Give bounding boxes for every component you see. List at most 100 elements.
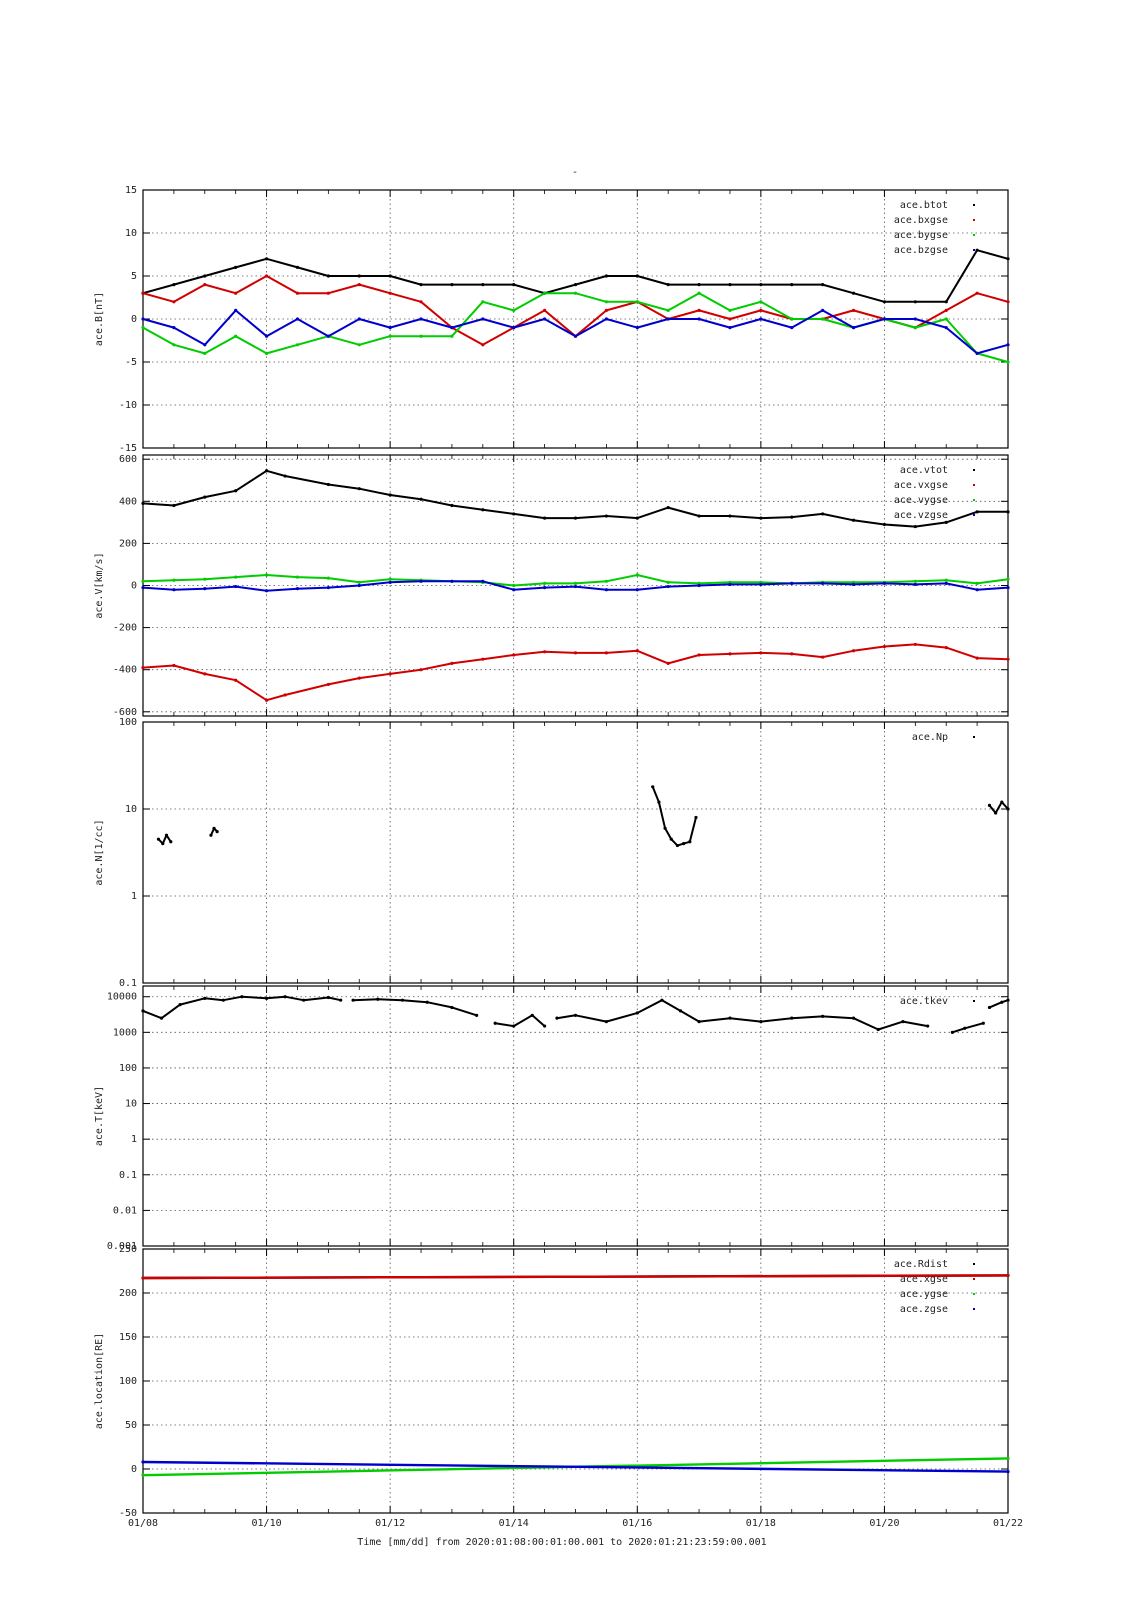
data-point bbox=[543, 291, 547, 295]
data-point bbox=[1006, 807, 1010, 811]
y-tick-label: 5 bbox=[131, 271, 137, 282]
data-point bbox=[950, 1030, 954, 1034]
data-point bbox=[357, 487, 361, 491]
data-point bbox=[901, 1020, 905, 1024]
legend-marker bbox=[973, 514, 975, 516]
panel-1: 15 10 5 0 -5 -10 -15 ace.B[nT] ace.btot ace.bxgse… bbox=[94, 185, 1010, 454]
data-point bbox=[975, 248, 979, 252]
data-point bbox=[376, 997, 380, 1001]
data-point bbox=[821, 512, 825, 516]
data-point bbox=[302, 998, 306, 1002]
y-tick-label: 0.001 bbox=[107, 1241, 137, 1252]
data-point bbox=[821, 581, 825, 585]
data-point bbox=[975, 291, 979, 295]
data-point bbox=[604, 1020, 608, 1024]
data-point bbox=[450, 661, 454, 665]
data-point bbox=[164, 833, 169, 837]
data-point bbox=[1000, 800, 1004, 804]
data-point bbox=[851, 582, 856, 587]
legend-label: ace.btot bbox=[900, 200, 948, 211]
data-point bbox=[264, 996, 269, 1000]
data-point bbox=[419, 668, 423, 672]
legend-label: ace.zgse bbox=[900, 1304, 948, 1315]
data-point bbox=[635, 274, 639, 278]
data-point bbox=[234, 678, 238, 682]
data-point bbox=[851, 326, 856, 330]
data-point bbox=[388, 334, 392, 338]
data-point bbox=[264, 334, 269, 338]
data-point bbox=[1006, 257, 1010, 261]
data-point bbox=[790, 652, 794, 656]
legend-marker bbox=[973, 736, 975, 738]
data-point bbox=[728, 317, 732, 321]
data-point bbox=[1006, 586, 1010, 590]
data-point bbox=[203, 283, 207, 287]
data-point bbox=[604, 317, 608, 321]
data-point bbox=[975, 510, 979, 514]
data-point bbox=[573, 651, 578, 655]
data-point bbox=[543, 1024, 547, 1028]
legend-marker bbox=[973, 1293, 975, 1295]
y-tick-label: 100 bbox=[119, 717, 137, 728]
data-point bbox=[759, 1020, 763, 1024]
data-point bbox=[651, 785, 655, 789]
y-axis-label: ace.V[km/s] bbox=[94, 552, 105, 618]
data-point bbox=[759, 516, 763, 520]
data-point bbox=[759, 582, 763, 587]
data-point bbox=[728, 308, 732, 312]
y-tick-label: 0 bbox=[131, 314, 137, 325]
y-tick-label: 0 bbox=[131, 1464, 137, 1475]
data-point bbox=[419, 579, 423, 583]
data-point bbox=[697, 1020, 701, 1024]
y-tick-label: 150 bbox=[119, 1332, 137, 1343]
y-tick-label: 400 bbox=[119, 496, 137, 507]
data-point bbox=[963, 1026, 967, 1030]
panels: 151050-5-10-15ace.B[nT]ace.btotace.bxgse… bbox=[94, 185, 1023, 1529]
data-point bbox=[283, 693, 287, 697]
data-point bbox=[234, 265, 238, 269]
data-point bbox=[573, 283, 578, 287]
y-tick-label: 10 bbox=[125, 804, 137, 815]
data-point bbox=[512, 512, 516, 516]
panel-2: 600 400 200 0 -200 -400 -600 ace.V[km/s] ace.vto… bbox=[94, 454, 1010, 718]
data-point bbox=[357, 283, 361, 287]
data-point bbox=[481, 343, 485, 347]
data-point bbox=[635, 649, 639, 653]
data-point bbox=[944, 581, 948, 585]
data-point bbox=[512, 308, 516, 312]
data-point bbox=[357, 317, 361, 321]
figure-title: - bbox=[572, 167, 578, 178]
data-point bbox=[728, 514, 732, 518]
data-point bbox=[172, 663, 176, 668]
legend-label: ace.vygse bbox=[894, 495, 948, 506]
data-point bbox=[1006, 360, 1010, 364]
data-point bbox=[821, 308, 825, 312]
y-tick-label: 10 bbox=[125, 228, 137, 239]
data-point bbox=[388, 493, 392, 497]
legend-marker bbox=[973, 499, 975, 501]
data-point bbox=[697, 583, 701, 588]
data-point bbox=[573, 291, 578, 295]
data-point bbox=[669, 837, 673, 841]
data-point bbox=[882, 644, 887, 649]
x-tick-label: 01/14 bbox=[499, 1518, 529, 1529]
data-point bbox=[913, 579, 917, 583]
series-line bbox=[495, 1014, 546, 1028]
data-point bbox=[975, 588, 979, 592]
data-point bbox=[697, 653, 701, 657]
y-tick-label: 1000 bbox=[113, 1027, 137, 1038]
data-point bbox=[450, 326, 454, 330]
legend-label: ace.bxgse bbox=[894, 215, 948, 226]
series-line bbox=[142, 1274, 1009, 1280]
data-point bbox=[975, 656, 979, 660]
y-tick-label: -5 bbox=[125, 357, 137, 368]
data-point bbox=[882, 317, 887, 321]
x-tick-label: 01/18 bbox=[746, 1518, 776, 1529]
data-point bbox=[326, 586, 330, 590]
data-point bbox=[234, 584, 238, 589]
data-point bbox=[1006, 300, 1010, 304]
data-point bbox=[450, 283, 454, 287]
data-point bbox=[203, 577, 207, 581]
series-line bbox=[556, 999, 928, 1031]
data-point bbox=[326, 291, 330, 295]
